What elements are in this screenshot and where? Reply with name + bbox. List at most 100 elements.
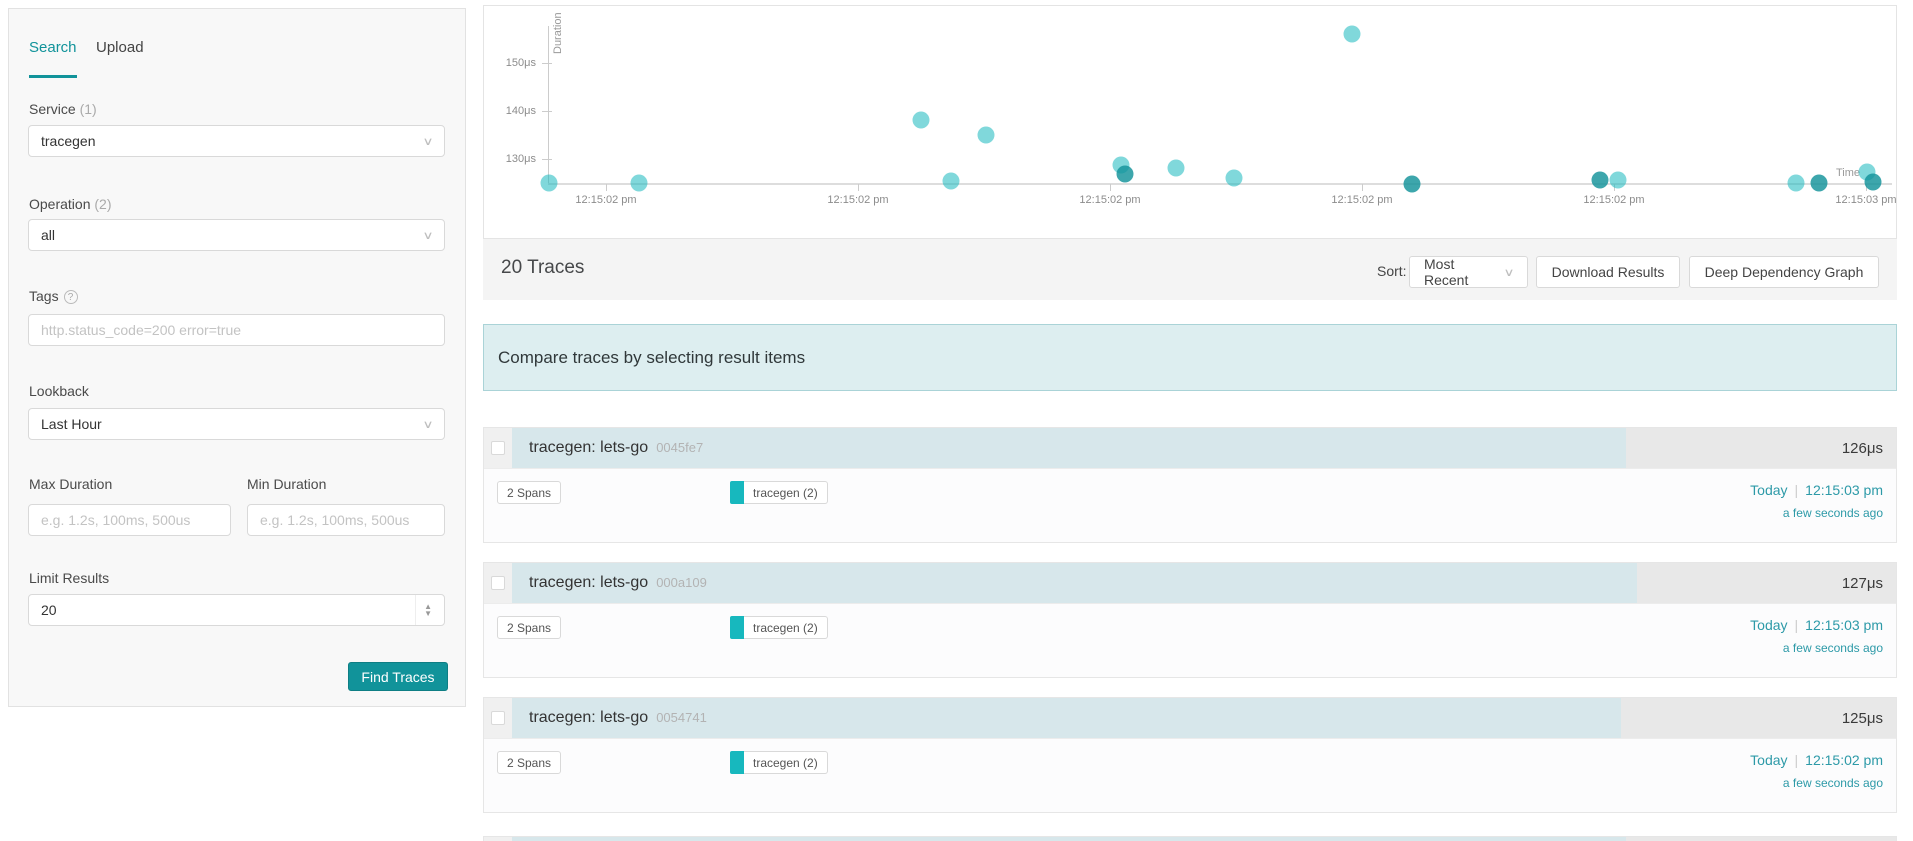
trace-id: 000a109 (656, 575, 707, 590)
trace-time-link[interactable]: Today | 12:15:03 pm (1750, 617, 1883, 633)
trace-card-body: 2 Spans tracegen (2) Today | 12:15:03 pm a fe… (484, 604, 1896, 678)
y-tick-mark (542, 111, 552, 112)
checkbox-strip (484, 837, 512, 841)
stepper-up-icon[interactable]: ▲ (424, 602, 432, 611)
find-traces-button[interactable]: Find Traces (348, 662, 448, 691)
x-tick-mark (1110, 184, 1111, 191)
trace-result-card[interactable]: tracegen: lets-go 0045fe7 126μs 2 Spans trac… (483, 427, 1897, 543)
duration-bar-track: tracegen: lets-go 0054741 125μs (512, 698, 1896, 738)
trace-day[interactable]: Today (1750, 752, 1788, 768)
trace-card-header[interactable]: tracegen: lets-go 000a109 127μs (484, 563, 1896, 604)
x-tick-label: 12:15:02 pm (575, 194, 637, 206)
x-tick-label: 12:15:02 pm (1331, 194, 1393, 206)
duration-bar-track (512, 837, 1896, 841)
tab-upload[interactable]: Upload (96, 39, 144, 56)
trace-card-header[interactable] (484, 837, 1896, 841)
service-color-icon (730, 481, 744, 504)
service-tag[interactable]: tracegen (2) (730, 481, 828, 504)
lookback-select[interactable]: Last Hour ∨ (28, 408, 445, 440)
service-color-icon (730, 751, 744, 774)
tab-search[interactable]: Search (29, 39, 77, 56)
service-select[interactable]: tracegen ∨ (28, 125, 445, 157)
compare-banner: Compare traces by selecting result items (483, 324, 1897, 391)
sort-select[interactable]: Most Recent ∨ (1409, 256, 1528, 288)
trace-card-body: 2 Spans tracegen (2) Today | 12:15:03 pm a fe… (484, 469, 1896, 543)
trace-scatter-point[interactable] (912, 111, 930, 129)
trace-time[interactable]: 12:15:03 pm (1805, 482, 1883, 498)
divider: | (1794, 617, 1799, 633)
duration-scatter-chart: Duration Time 130μs 140μs 150μs 12:15:02 p… (483, 5, 1897, 239)
trace-card-header[interactable]: tracegen: lets-go 0054741 125μs (484, 698, 1896, 739)
checkbox-strip (484, 563, 512, 603)
trace-title[interactable]: tracegen: lets-go 000a109 (529, 574, 707, 592)
trace-scatter-point[interactable] (1787, 174, 1805, 192)
trace-relative-time[interactable]: a few seconds ago (1782, 506, 1883, 520)
limit-results-label: Limit Results (29, 570, 110, 586)
x-axis-title: Time (1836, 167, 1861, 179)
trace-day[interactable]: Today (1750, 617, 1788, 633)
trace-relative-time[interactable]: a few seconds ago (1782, 776, 1883, 790)
sort-label: Sort: (1377, 263, 1407, 279)
trace-scatter-point[interactable] (1591, 171, 1609, 189)
trace-time[interactable]: 12:15:02 pm (1805, 752, 1883, 768)
trace-result-card[interactable] (483, 836, 1897, 841)
trace-select-checkbox[interactable] (491, 576, 505, 590)
chevron-down-icon: ∨ (422, 229, 434, 242)
trace-title[interactable]: tracegen: lets-go 0054741 (529, 709, 707, 727)
trace-title[interactable]: tracegen: lets-go 0045fe7 (529, 439, 703, 457)
trace-id: 0045fe7 (656, 440, 704, 455)
trace-time[interactable]: 12:15:03 pm (1805, 617, 1883, 633)
trace-select-checkbox[interactable] (491, 441, 505, 455)
divider: | (1794, 482, 1799, 498)
download-results-button[interactable]: Download Results (1536, 256, 1680, 288)
trace-scatter-point[interactable] (1225, 169, 1243, 187)
tags-label: Tags? (29, 288, 78, 304)
service-tag[interactable]: tracegen (2) (730, 616, 828, 639)
trace-scatter-point[interactable] (942, 172, 960, 190)
trace-relative-time[interactable]: a few seconds ago (1782, 641, 1883, 655)
max-duration-input[interactable]: e.g. 1.2s, 100ms, 500us (28, 504, 231, 536)
tags-input[interactable]: http.status_code=200 error=true (28, 314, 445, 346)
trace-select-checkbox[interactable] (491, 711, 505, 725)
trace-time-link[interactable]: Today | 12:15:03 pm (1750, 482, 1883, 498)
service-tag-label: tracegen (2) (744, 616, 828, 639)
trace-card-header[interactable]: tracegen: lets-go 0045fe7 126μs (484, 428, 1896, 469)
trace-scatter-point[interactable] (1403, 175, 1421, 193)
trace-scatter-point[interactable] (977, 126, 995, 144)
trace-scatter-point[interactable] (1864, 173, 1882, 191)
service-tag-label: tracegen (2) (744, 481, 828, 504)
trace-result-card[interactable]: tracegen: lets-go 0054741 125μs 2 Spans trac… (483, 697, 1897, 813)
trace-card-body: 2 Spans tracegen (2) Today | 12:15:02 pm a fe… (484, 739, 1896, 813)
trace-id: 0054741 (656, 710, 707, 725)
trace-scatter-point[interactable] (1167, 159, 1185, 177)
duration-bar-fill (512, 698, 1621, 738)
trace-scatter-point[interactable] (1116, 165, 1134, 183)
chevron-down-icon: ∨ (422, 135, 434, 148)
trace-scatter-point[interactable] (630, 174, 648, 192)
trace-duration: 126μs (1841, 440, 1883, 457)
number-stepper[interactable]: ▲ ▼ (415, 595, 432, 625)
trace-scatter-point[interactable] (540, 174, 558, 192)
x-tick-mark (1362, 184, 1363, 191)
trace-result-card[interactable]: tracegen: lets-go 000a109 127μs 2 Spans trac… (483, 562, 1897, 678)
limit-results-input[interactable]: 20 ▲ ▼ (28, 594, 445, 626)
trace-scatter-point[interactable] (1343, 25, 1361, 43)
y-tick-mark (542, 159, 552, 160)
operation-select[interactable]: all ∨ (28, 219, 445, 251)
trace-duration: 127μs (1841, 575, 1883, 592)
help-icon[interactable]: ? (63, 290, 78, 304)
trace-time-link[interactable]: Today | 12:15:02 pm (1750, 752, 1883, 768)
lookback-label: Lookback (29, 383, 89, 399)
trace-day[interactable]: Today (1750, 482, 1788, 498)
service-tag[interactable]: tracegen (2) (730, 751, 828, 774)
deep-dependency-graph-button[interactable]: Deep Dependency Graph (1689, 256, 1879, 288)
trace-scatter-point[interactable] (1609, 171, 1627, 189)
stepper-down-icon[interactable]: ▼ (424, 609, 432, 618)
trace-scatter-point[interactable] (1810, 174, 1828, 192)
search-sidebar: Search Upload Service (1) tracegen ∨ Ope… (8, 8, 466, 707)
operation-label: Operation (2) (29, 196, 112, 212)
min-duration-input[interactable]: e.g. 1.2s, 100ms, 500us (247, 504, 445, 536)
results-header: 20 Traces Sort: Most Recent ∨ Download R… (483, 239, 1897, 300)
duration-bar-fill (512, 563, 1638, 603)
